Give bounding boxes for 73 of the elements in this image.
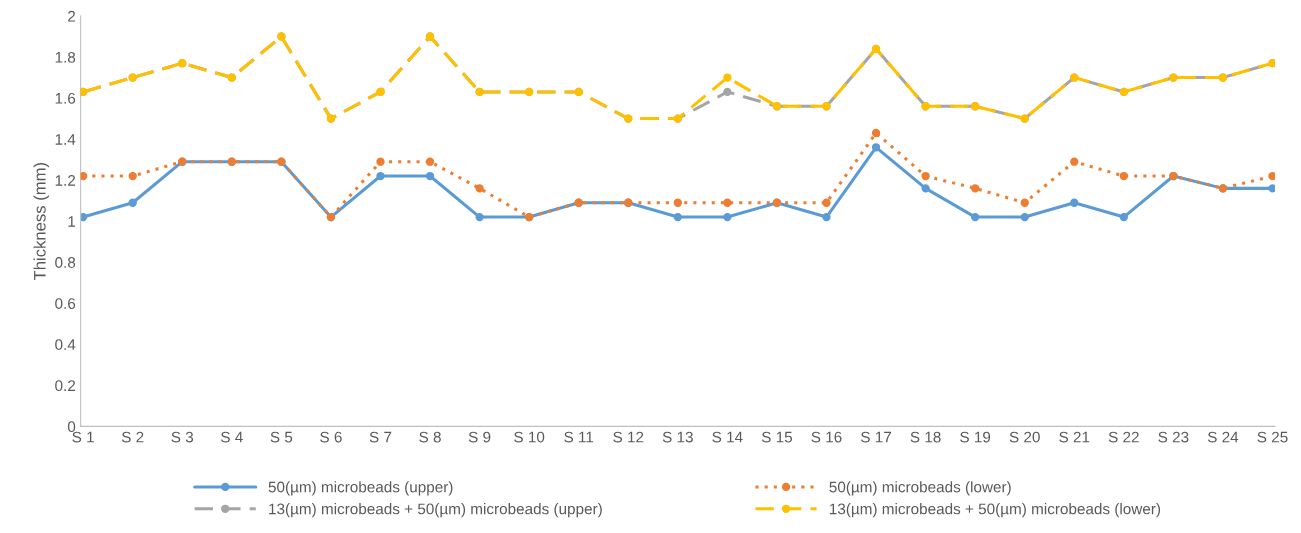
point [80,212,88,222]
point [921,184,930,193]
point [871,128,881,138]
y-tick-label: 1.6 [55,92,76,104]
point [475,184,484,193]
point [1268,171,1275,181]
point [723,198,732,207]
point [871,143,881,152]
x-tick-label: S 24 [1207,431,1239,443]
point [475,212,484,222]
y-tick-label: 1.2 [55,175,76,186]
y-tick-label: 0.6 [55,298,76,309]
x-tick-label: S 19 [960,431,991,443]
x-tick-label: S 3 [171,431,194,443]
y-tick-label: 0.2 [55,380,76,392]
legend-label: 13(µm) microbeads + 50(µm) microbeads (upper) [269,503,602,518]
point [723,87,732,97]
x-tick-label: S 6 [320,431,342,443]
y-tick-label: 1 [68,216,76,227]
point [723,73,732,82]
point [1268,184,1275,193]
point [376,171,385,181]
y-axis-title: Thickness (mm) [33,162,49,281]
point [1020,198,1029,207]
x-tick-label: S 15 [761,431,793,443]
point [1119,171,1128,181]
x-tick-label: S 13 [662,431,693,443]
y-tick-label: 1.4 [55,134,76,145]
x-tick-label: S 14 [712,431,743,443]
point [921,171,930,181]
point [1070,157,1079,166]
x-tick-label: S 4 [221,431,243,443]
legend-label: 13(µm) microbeads + 50(µm) microbeads (lower) [829,503,1161,518]
x-tick-label: S 17 [861,431,891,443]
x-tick-label: S 21 [1059,431,1090,443]
x-tick-label: S 9 [468,431,491,443]
x-tick-label: S 8 [419,431,441,443]
x-tick-label: S 22 [1108,431,1139,443]
point [673,198,682,207]
point [1119,212,1128,222]
point [128,198,137,207]
point [1020,212,1029,222]
point [822,212,831,222]
point [970,184,980,193]
x-tick-label: S 10 [514,431,545,443]
legend-label: 50(µm) microbeads (lower) [829,481,1011,496]
y-tick-label: 0 [67,421,76,433]
y-tick-label: 0.8 [55,257,76,268]
x-tick-label: S 25 [1257,431,1288,443]
x-tick-label: S 7 [369,431,392,443]
x-tick-label: S 16 [811,431,842,443]
x-tick-label: S 2 [121,431,144,443]
x-tick-label: S 23 [1158,431,1189,443]
point [80,171,88,181]
y-tick-label: 0.4 [55,339,76,350]
x-tick-label: S 18 [910,431,941,443]
point [673,212,682,222]
x-tick-label: S 12 [613,431,644,443]
point [723,212,732,222]
x-tick-label: S 11 [564,431,594,443]
point [128,171,137,181]
point [970,212,980,222]
x-tick-label: S 1 [72,431,94,443]
point [376,157,385,166]
y-tick-label: 1.8 [55,51,76,63]
point [425,171,435,181]
legend-label: 50(µm) microbeads (upper) [268,481,453,496]
point [822,198,831,207]
point [1070,198,1079,207]
x-tick-label: S 20 [1009,431,1040,443]
point [425,157,435,166]
y-tick-label: 2 [68,10,76,22]
x-tick-label: S 5 [270,431,293,443]
